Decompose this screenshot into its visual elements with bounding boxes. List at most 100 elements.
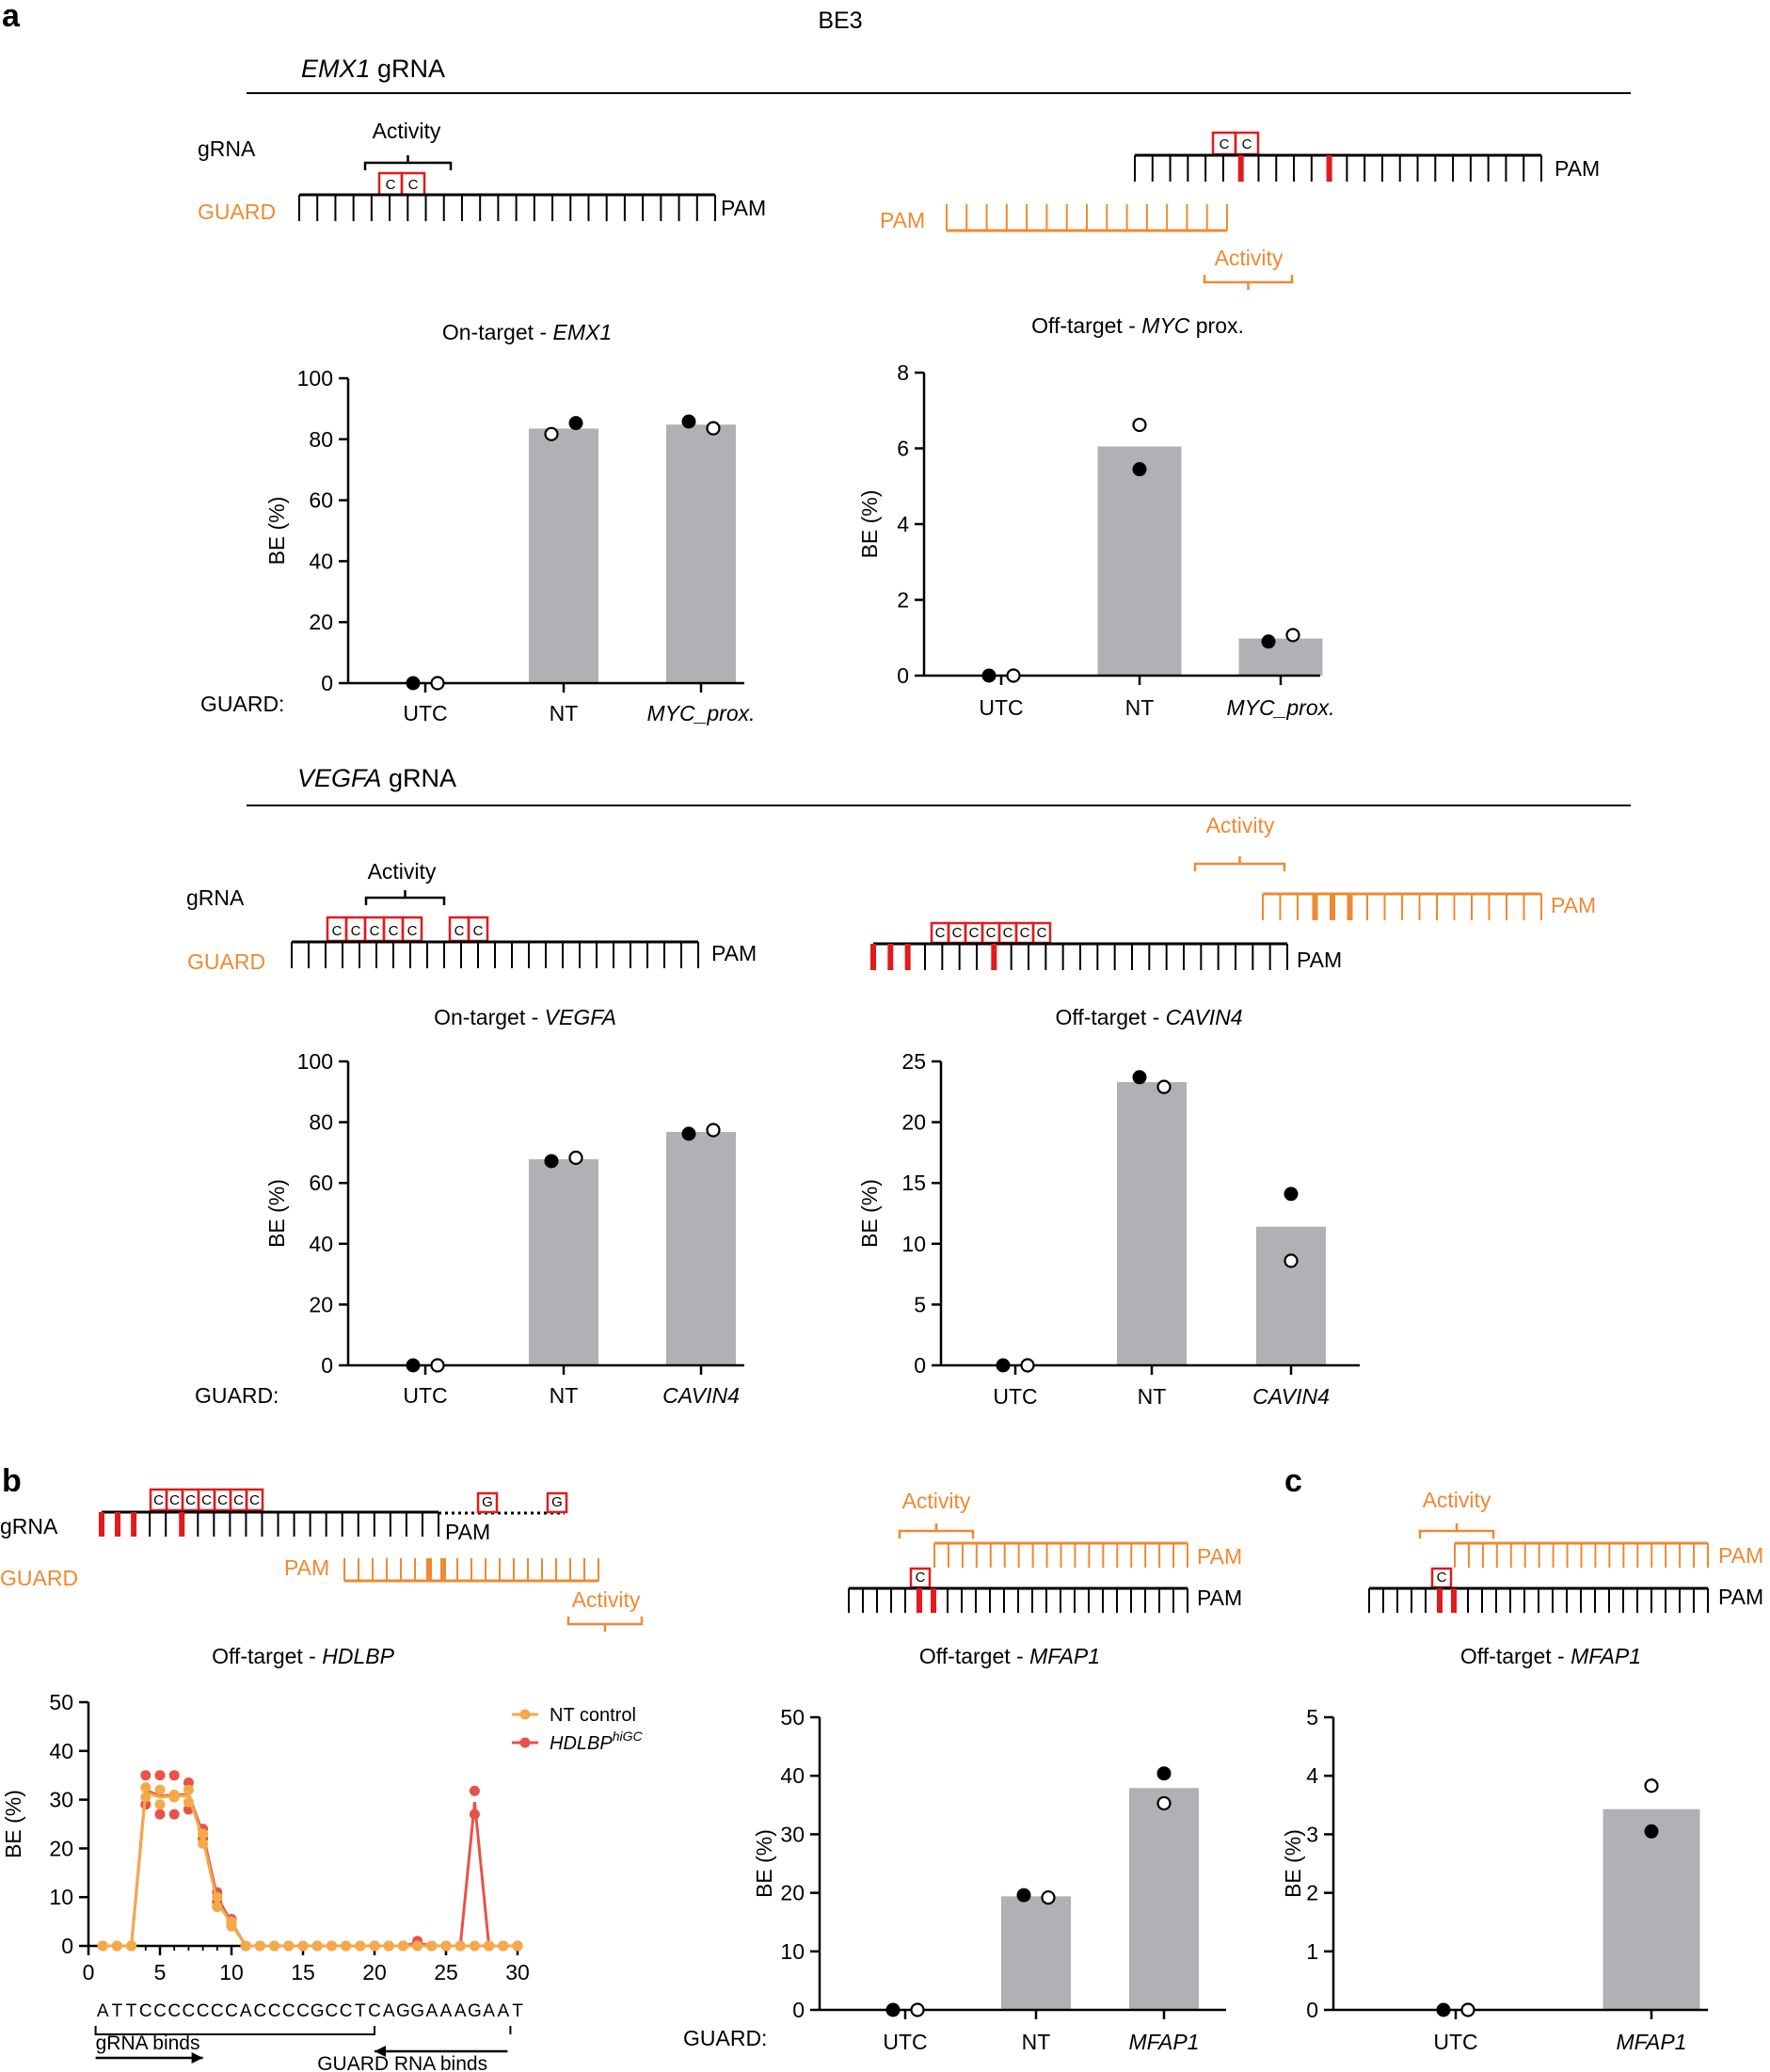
label-pam-myc-black: PAM <box>1555 156 1600 181</box>
x-tick-label: 10 <box>219 1960 244 1984</box>
point-open <box>1644 1778 1659 1793</box>
label-pam-emx1: PAM <box>721 196 766 220</box>
x-tick-label: UTC <box>1433 2030 1477 2054</box>
bar-nt <box>529 428 598 683</box>
chart-title-gene: HDLBP <box>322 1644 394 1668</box>
x-tick-label: UTC <box>403 701 447 725</box>
mfap1-b-c-box: C <box>909 1567 932 1589</box>
hdlbp-guard-strand <box>343 1558 599 1583</box>
series-point-nt-control <box>212 1891 223 1903</box>
series-point-nt-control <box>369 1940 380 1952</box>
y-tick-label: 20 <box>780 1881 805 1905</box>
y-tick-label: 2 <box>1306 1881 1318 1905</box>
chart-title-gene: EMX1 <box>552 320 612 344</box>
series-point-nt-control <box>426 1940 438 1952</box>
chart-title: Off-target - MFAP1 <box>1460 1644 1641 1668</box>
y-tick-label: 5 <box>1306 1705 1318 1729</box>
mfap1-c-grna-strand <box>1368 1586 1709 1613</box>
y-tick-label: 4 <box>1306 1763 1318 1788</box>
hdlbp-c-boxes-box <box>245 1488 264 1512</box>
point-open <box>430 676 445 691</box>
point-open <box>568 1150 583 1165</box>
series-point-hdlbp-higc <box>183 1777 194 1788</box>
point-open <box>1284 1253 1299 1268</box>
sequence-base: T <box>355 2001 366 2021</box>
hdlbp-c-boxes-base: C <box>217 1492 228 1508</box>
bracket-mfap1-b-activity-path <box>898 1523 975 1538</box>
series-point-hdlbp-higc <box>168 1809 180 1820</box>
bracket-emx1-activity-path <box>363 155 453 170</box>
bracket-mfap1-c-activity <box>1418 1523 1495 1538</box>
y-tick-label: 50 <box>49 1690 73 1714</box>
y-tick-label: 3 <box>1306 1822 1318 1846</box>
x-tick-label: CAVIN4 <box>662 1383 740 1408</box>
mfap1-c-c-box: C <box>1430 1567 1453 1589</box>
y-tick-label: 40 <box>780 1763 805 1788</box>
chart-title-suffix: prox. <box>1189 313 1244 338</box>
hdlbp-c-boxes-base: C <box>169 1492 180 1508</box>
hdlbp-g-box-2-box <box>546 1491 568 1514</box>
bracket-myc-activity <box>1203 275 1294 290</box>
series-point-hdlbp-higc <box>469 1809 480 1820</box>
y-tick-label: 20 <box>309 610 333 634</box>
y-tick-label: 0 <box>61 1934 73 1958</box>
point-filled <box>544 1154 559 1169</box>
bar-myc-prox- <box>1238 638 1323 676</box>
y-tick-label: 15 <box>901 1171 926 1195</box>
myc-c-boxes-base: C <box>1242 136 1252 152</box>
label-activity-myc: Activity <box>1215 246 1284 270</box>
chart-myc-off-target: Off-target - MYC prox. 0 2 4 6 8 UTC NT MYC_prox… <box>857 313 1335 720</box>
y-tick-label: 1 <box>1306 1939 1318 1964</box>
bar-nt <box>1001 1896 1071 2010</box>
label-pam-cavin4-black: PAM <box>1297 948 1342 972</box>
sequence-base: G <box>468 2001 482 2021</box>
label-activity-mfap1-c: Activity <box>1423 1488 1491 1512</box>
chart-title-gene: MFAP1 <box>1029 1644 1100 1668</box>
y-tick-label: 10 <box>901 1232 926 1256</box>
y-tick-label: 6 <box>897 437 909 461</box>
series-point-nt-control <box>412 1940 423 1952</box>
y-tick-label: 40 <box>49 1739 73 1763</box>
chart-title: Off-target - MFAP1 <box>919 1644 1100 1668</box>
y-axis-label: BE (%) <box>264 1179 289 1248</box>
point-filled <box>1284 1187 1299 1202</box>
sequence-base: A <box>483 2001 495 2021</box>
sequence-base: C <box>368 2001 381 2021</box>
mfap1-b-grna-strand <box>848 1586 1188 1613</box>
label-pam-hdlbp-black: PAM <box>445 1520 490 1544</box>
label-activity-cavin4: Activity <box>1206 813 1275 837</box>
bar-nt <box>529 1159 598 1365</box>
bracket-cavin4-activity-path <box>1193 856 1286 871</box>
vegfa-c-boxes-a-base: C <box>407 923 418 939</box>
point-open <box>1156 1079 1172 1094</box>
y-axis-label: BE (%) <box>857 1179 882 1248</box>
point-filled <box>681 414 696 429</box>
y-axis-label: BE (%) <box>264 497 289 566</box>
hdlbp-c-boxes-base: C <box>185 1492 196 1508</box>
series-point-nt-control <box>226 1921 237 1932</box>
section-vegfa-suffix: gRNA <box>382 764 457 792</box>
point-open <box>1132 417 1147 433</box>
y-axis-label: BE (%) <box>857 490 882 559</box>
sequence-base: C <box>197 2001 210 2021</box>
cavin4-c-boxes-base: C <box>952 925 963 941</box>
section-emx1-suffix: gRNA <box>371 55 446 83</box>
sequence-base: A <box>240 2001 252 2021</box>
x-tick-label: MYC_prox. <box>646 701 755 725</box>
y-axis-label: BE (%) <box>752 1829 776 1898</box>
series-point-nt-control <box>440 1940 452 1952</box>
series-point-nt-control <box>341 1940 352 1952</box>
label-activity-emx1: Activity <box>373 119 441 143</box>
mfap1-b-guard-strand <box>933 1541 1188 1568</box>
x-tick-label: CAVIN4 <box>1252 1384 1330 1409</box>
vegfa-c-boxes-b-base: C <box>473 923 484 939</box>
label-pam-mfap1-c-orange: PAM <box>1718 1543 1763 1568</box>
vegfa-grna-strand <box>291 940 699 968</box>
panel-label-c: c <box>1284 1463 1302 1499</box>
series-point-nt-control <box>454 1940 466 1952</box>
chart-title: On-target - VEGFA <box>434 1005 616 1029</box>
emx1-c-boxes-base: C <box>408 177 419 193</box>
